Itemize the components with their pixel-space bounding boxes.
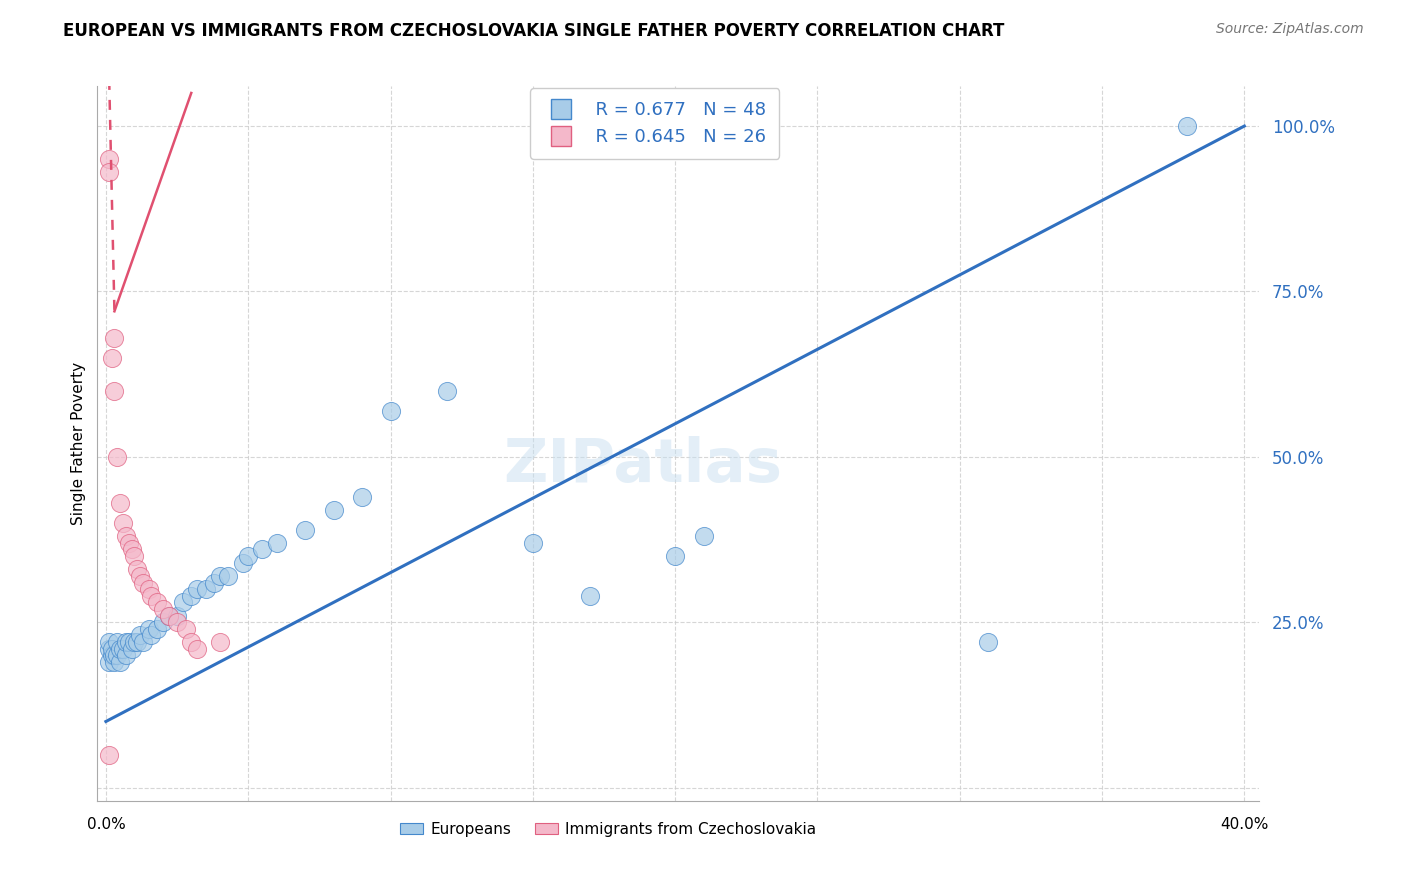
Point (103, 331, 125, 345)
Point (166, 615, 188, 630)
Point (103, 655, 125, 669)
Point (97, 635, 120, 649)
Point (350, 490, 373, 504)
Point (208, 635, 231, 649)
Point (436, 384, 458, 398)
Point (127, 562, 149, 576)
Point (121, 542, 143, 557)
Point (127, 635, 149, 649)
Point (118, 635, 141, 649)
Point (97, 641, 120, 656)
Point (103, 384, 125, 398)
Point (180, 589, 202, 603)
Point (217, 569, 239, 583)
Point (97, 747, 120, 762)
Text: EUROPEAN VS IMMIGRANTS FROM CZECHOSLOVAKIA SINGLE FATHER POVERTY CORRELATION CHA: EUROPEAN VS IMMIGRANTS FROM CZECHOSLOVAK… (63, 22, 1005, 40)
Point (103, 648, 125, 663)
Point (114, 648, 136, 663)
Point (100, 648, 122, 663)
Point (238, 549, 260, 563)
Point (141, 589, 163, 603)
Point (1177, 119, 1199, 133)
Point (138, 622, 160, 636)
Point (186, 582, 208, 597)
Point (664, 549, 686, 563)
Point (111, 516, 134, 530)
Point (97, 165, 120, 179)
Point (294, 523, 316, 537)
Point (266, 536, 288, 550)
Text: ZIPatlas: ZIPatlas (503, 435, 783, 494)
Point (124, 549, 146, 563)
Point (97, 655, 120, 669)
Point (194, 582, 217, 597)
Point (522, 536, 544, 550)
Point (100, 351, 122, 365)
Point (174, 622, 197, 636)
Point (108, 496, 131, 510)
Point (105, 635, 128, 649)
Point (157, 608, 180, 623)
Point (138, 582, 160, 597)
Point (172, 595, 194, 609)
Point (208, 569, 231, 583)
Point (129, 628, 152, 642)
Point (97, 152, 120, 166)
Text: 0.0%: 0.0% (87, 817, 125, 832)
Point (141, 628, 163, 642)
Point (132, 575, 155, 590)
Point (121, 641, 143, 656)
Point (692, 529, 714, 543)
Point (114, 529, 136, 543)
Point (977, 635, 1000, 649)
Point (180, 635, 202, 649)
Point (152, 615, 174, 630)
Point (100, 641, 122, 656)
Point (152, 602, 174, 616)
Point (108, 641, 131, 656)
Point (124, 635, 146, 649)
Point (166, 608, 188, 623)
Point (129, 569, 152, 583)
Point (322, 503, 344, 517)
Point (146, 595, 169, 609)
Point (146, 622, 169, 636)
Y-axis label: Single Father Poverty: Single Father Poverty (72, 362, 86, 525)
Point (231, 556, 253, 570)
Point (105, 450, 128, 464)
Point (202, 575, 225, 590)
Point (380, 403, 402, 417)
Point (118, 536, 141, 550)
Point (111, 641, 134, 656)
Point (186, 641, 208, 656)
Point (105, 648, 128, 663)
Point (114, 635, 136, 649)
Point (578, 589, 600, 603)
Text: 40.0%: 40.0% (1220, 817, 1268, 832)
Point (252, 542, 274, 557)
Point (157, 608, 180, 623)
Legend: Europeans, Immigrants from Czechoslovakia: Europeans, Immigrants from Czechoslovaki… (394, 816, 823, 843)
Point (108, 655, 131, 669)
Point (132, 635, 155, 649)
Text: Source: ZipAtlas.com: Source: ZipAtlas.com (1216, 22, 1364, 37)
